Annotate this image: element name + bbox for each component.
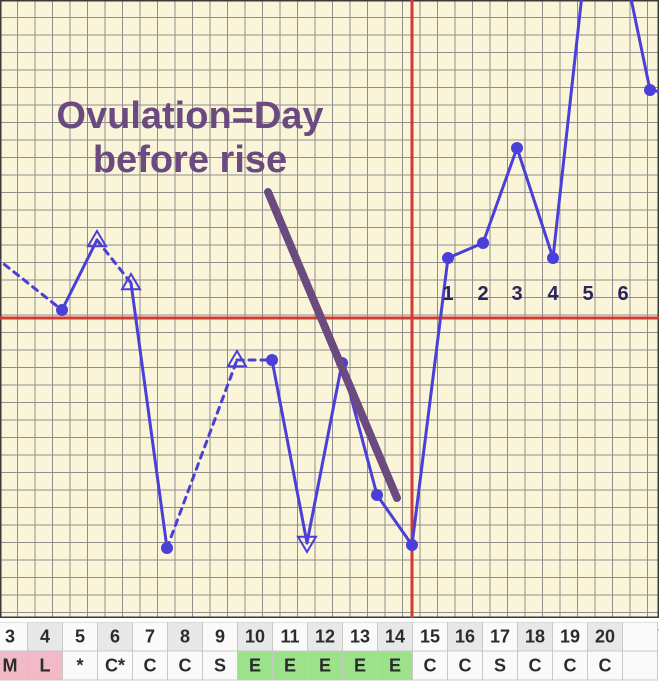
- code-label: C: [459, 656, 472, 676]
- code-label: E: [389, 656, 401, 676]
- day-number: 20: [595, 627, 615, 647]
- day-number: 14: [385, 627, 405, 647]
- code-label: E: [284, 656, 296, 676]
- day-number: 3: [5, 627, 15, 647]
- annotation-line2: before rise: [93, 139, 287, 181]
- code-label: C: [529, 656, 542, 676]
- code-label: L: [40, 656, 51, 676]
- day-number: 9: [215, 627, 225, 647]
- day-number: 13: [350, 627, 370, 647]
- annotation-line1: Ovulation=Day: [56, 95, 323, 137]
- marker-dot: [266, 354, 278, 366]
- day-number: 7: [145, 627, 155, 647]
- day-number: 11: [280, 627, 299, 647]
- marker-dot: [511, 142, 523, 154]
- count-label: 3: [511, 283, 522, 305]
- day-number: 4: [40, 627, 50, 647]
- day-number: 15: [420, 627, 440, 647]
- chart-svg: Ovulation=Daybefore rise1234563456789101…: [0, 0, 659, 696]
- code-label: C: [424, 656, 437, 676]
- code-cell: [623, 651, 658, 680]
- marker-dot: [371, 489, 383, 501]
- marker-dot: [56, 304, 68, 316]
- count-label: 4: [547, 283, 559, 305]
- day-number: 16: [455, 627, 475, 647]
- marker-dot: [547, 252, 559, 264]
- day-number: 18: [525, 627, 545, 647]
- code-label: S: [494, 656, 506, 676]
- code-label: C*: [105, 656, 125, 676]
- day-number: 19: [560, 627, 580, 647]
- code-label: M: [3, 656, 18, 676]
- day-cell: [623, 622, 658, 651]
- count-label: 5: [582, 283, 593, 305]
- marker-dot: [442, 252, 454, 264]
- day-number: 5: [75, 627, 85, 647]
- marker-dot: [161, 542, 173, 554]
- day-number: 12: [315, 627, 335, 647]
- day-number: 8: [180, 627, 190, 647]
- marker-dot: [644, 84, 656, 96]
- code-label: E: [249, 656, 261, 676]
- code-label: C: [599, 656, 612, 676]
- code-label: E: [319, 656, 331, 676]
- day-number: 6: [110, 627, 120, 647]
- day-number: 17: [490, 627, 510, 647]
- code-label: C: [179, 656, 192, 676]
- count-label: 1: [442, 283, 453, 305]
- day-strip: 3 4 5 6 7 8 9 10 11 12 13 14 15 16 17 18 19 20 M L * C* C C S E E E…: [0, 622, 658, 680]
- bbt-chart: Ovulation=Daybefore rise1234563456789101…: [0, 0, 659, 696]
- marker-dot: [406, 539, 418, 551]
- day-number: 10: [245, 627, 265, 647]
- code-label: S: [214, 656, 226, 676]
- code-label: *: [76, 656, 83, 676]
- marker-dot: [477, 237, 489, 249]
- code-label: E: [354, 656, 366, 676]
- code-label: C: [564, 656, 577, 676]
- count-label: 2: [477, 283, 488, 305]
- code-label: C: [144, 656, 157, 676]
- count-label: 6: [617, 283, 628, 305]
